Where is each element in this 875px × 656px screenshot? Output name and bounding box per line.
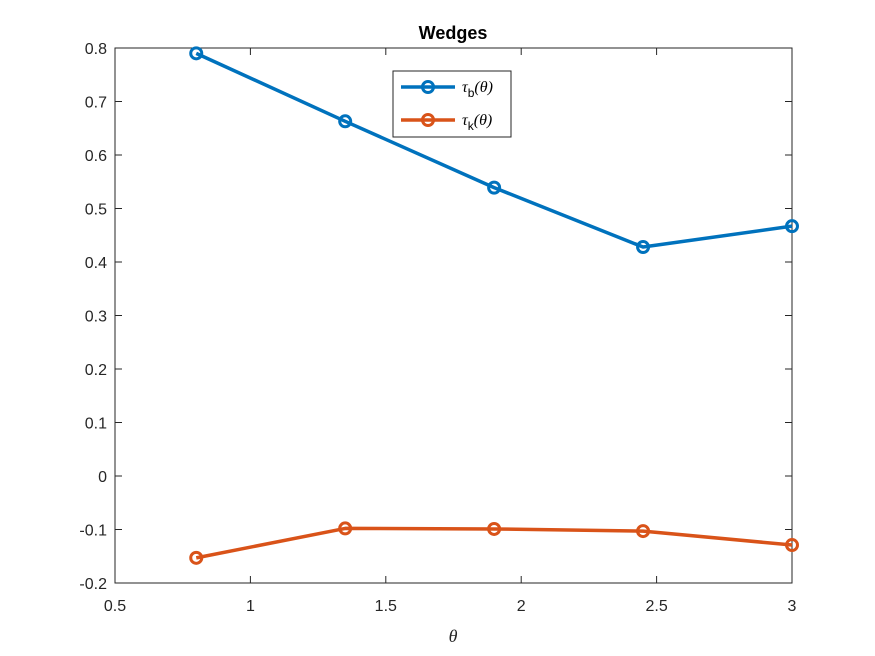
axis-ticks	[114, 47, 793, 584]
y-tick-label: 0.1	[85, 416, 107, 433]
series-0	[189, 46, 799, 255]
y-tick-label: 0.8	[85, 41, 107, 58]
chart-title: Wedges	[419, 23, 488, 43]
y-tick-label: 0.2	[85, 362, 107, 379]
series-line	[195, 51, 793, 249]
legend-marker	[421, 113, 435, 127]
legend-box	[392, 70, 512, 138]
legend-item: τk(θ)	[401, 112, 492, 133]
x-tick-label: 3	[788, 598, 797, 615]
y-tick-label: 0.3	[85, 309, 107, 326]
data-point	[636, 240, 651, 255]
y-tick-label: 0	[98, 469, 107, 486]
x-tick-label: 2.5	[645, 598, 667, 615]
y-tick-label: 0.6	[85, 148, 107, 165]
data-point	[636, 524, 651, 539]
x-tick-label: 1	[246, 598, 255, 615]
data-point	[338, 114, 353, 129]
legend-label: τk(θ)	[462, 112, 492, 133]
tick-labels: 0.5 1 1.5 2 2.5 3 -0.2 -0.1 0 0.1 0.2 0.3 0.4 0.5 0.6 0…	[79, 41, 796, 615]
y-tick-label: -0.2	[79, 576, 107, 593]
legend-marker	[421, 80, 435, 94]
legend: τb(θ) τk(θ)	[392, 70, 512, 138]
y-tick-label: -0.1	[79, 523, 107, 540]
y-tick-label: 0.5	[85, 202, 107, 219]
data-point	[785, 219, 799, 234]
data-point	[338, 521, 353, 536]
y-tick-label: 0.4	[85, 255, 107, 272]
legend-item: τb(θ)	[401, 79, 493, 100]
series-line	[195, 526, 793, 560]
x-axis-title: θ	[449, 626, 458, 646]
series-layer	[189, 46, 799, 565]
x-tick-label: 1.5	[375, 598, 397, 615]
data-point	[189, 550, 204, 565]
x-tick-label: 2	[517, 598, 526, 615]
legend-label: τb(θ)	[462, 79, 493, 100]
x-tick-label: 0.5	[104, 598, 126, 615]
data-point	[785, 538, 799, 553]
data-point	[189, 46, 204, 61]
data-point	[487, 180, 502, 195]
series-1	[189, 521, 799, 565]
y-tick-label: 0.7	[85, 95, 107, 112]
data-point	[487, 521, 502, 536]
